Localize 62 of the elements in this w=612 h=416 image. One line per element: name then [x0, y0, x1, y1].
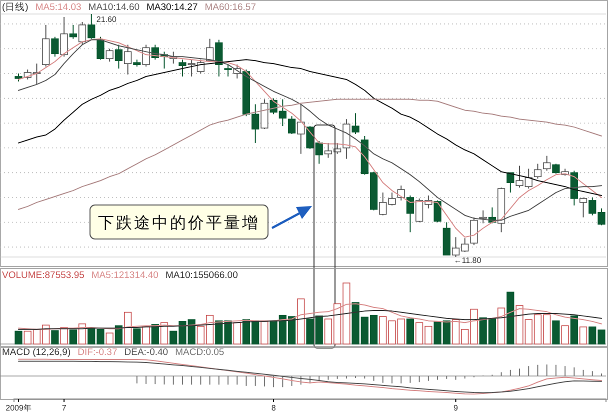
- x-tick-label: 2009年: [6, 404, 32, 413]
- bar: [260, 321, 268, 344]
- candlestick: [543, 155, 551, 172]
- bar: [51, 330, 59, 344]
- candlestick: [297, 104, 305, 154]
- bar: [579, 326, 588, 344]
- bar: [151, 324, 159, 344]
- x-tick-label: 8: [271, 404, 276, 413]
- candlestick: [106, 48, 114, 62]
- x-tick-label: 9: [454, 404, 459, 413]
- text: MA10:155066.00: [165, 270, 238, 281]
- candlestick: [406, 195, 414, 233]
- bar: [561, 325, 569, 344]
- candlestick: [178, 59, 186, 77]
- candlestick: [342, 118, 350, 160]
- candlestick: [534, 163, 542, 180]
- candlestick: [315, 140, 323, 164]
- annotation: ←11.80: [454, 256, 482, 265]
- bar: [552, 320, 560, 344]
- bar: [142, 326, 150, 344]
- text: VOLUME:87553.95: [2, 270, 84, 281]
- candlestick: [69, 24, 77, 40]
- bar: [233, 322, 241, 344]
- text: MA10:14.60: [88, 2, 140, 13]
- candlestick: [552, 163, 560, 174]
- bar: [297, 298, 305, 344]
- candlestick: [306, 126, 314, 150]
- bar: [506, 292, 514, 344]
- text: MA30:14.27: [146, 2, 198, 13]
- candlestick: [124, 44, 132, 75]
- candlestick: [88, 14, 96, 40]
- candlestick: [397, 185, 405, 201]
- bar: [114, 325, 123, 344]
- candlestick: [579, 196, 588, 218]
- x-tick-label: 7: [62, 404, 67, 413]
- series-label: DIF:-0.37: [78, 347, 118, 358]
- candlestick: [434, 200, 442, 223]
- bar: [106, 332, 114, 344]
- chart-title: MACD (12,26,9): [2, 347, 71, 358]
- candlestick: [114, 44, 123, 70]
- series-label: DEA:-0.40: [124, 347, 168, 358]
- bar: [69, 330, 77, 344]
- bar: [497, 308, 506, 344]
- candlestick: [288, 116, 296, 135]
- series-label: MACD:0.05: [175, 347, 224, 358]
- bar: [124, 312, 132, 344]
- bar: [133, 328, 141, 344]
- chart-title: (日线): [2, 1, 28, 13]
- candlestick: [51, 36, 59, 58]
- candlestick: [60, 16, 68, 58]
- candlestick: [352, 112, 360, 135]
- annotation: 下跌途中的价平量增: [98, 214, 260, 232]
- bar: [160, 322, 168, 344]
- bar: [14, 330, 22, 344]
- text: MA5:14.03: [35, 2, 82, 13]
- text: MA60:16.57: [204, 2, 256, 13]
- text: MA5:121314.40: [91, 270, 158, 281]
- candlestick: [96, 36, 104, 60]
- bar: [570, 316, 578, 344]
- candlestick: [224, 64, 232, 77]
- annotation: 21.60: [96, 15, 117, 24]
- bar: [406, 318, 414, 344]
